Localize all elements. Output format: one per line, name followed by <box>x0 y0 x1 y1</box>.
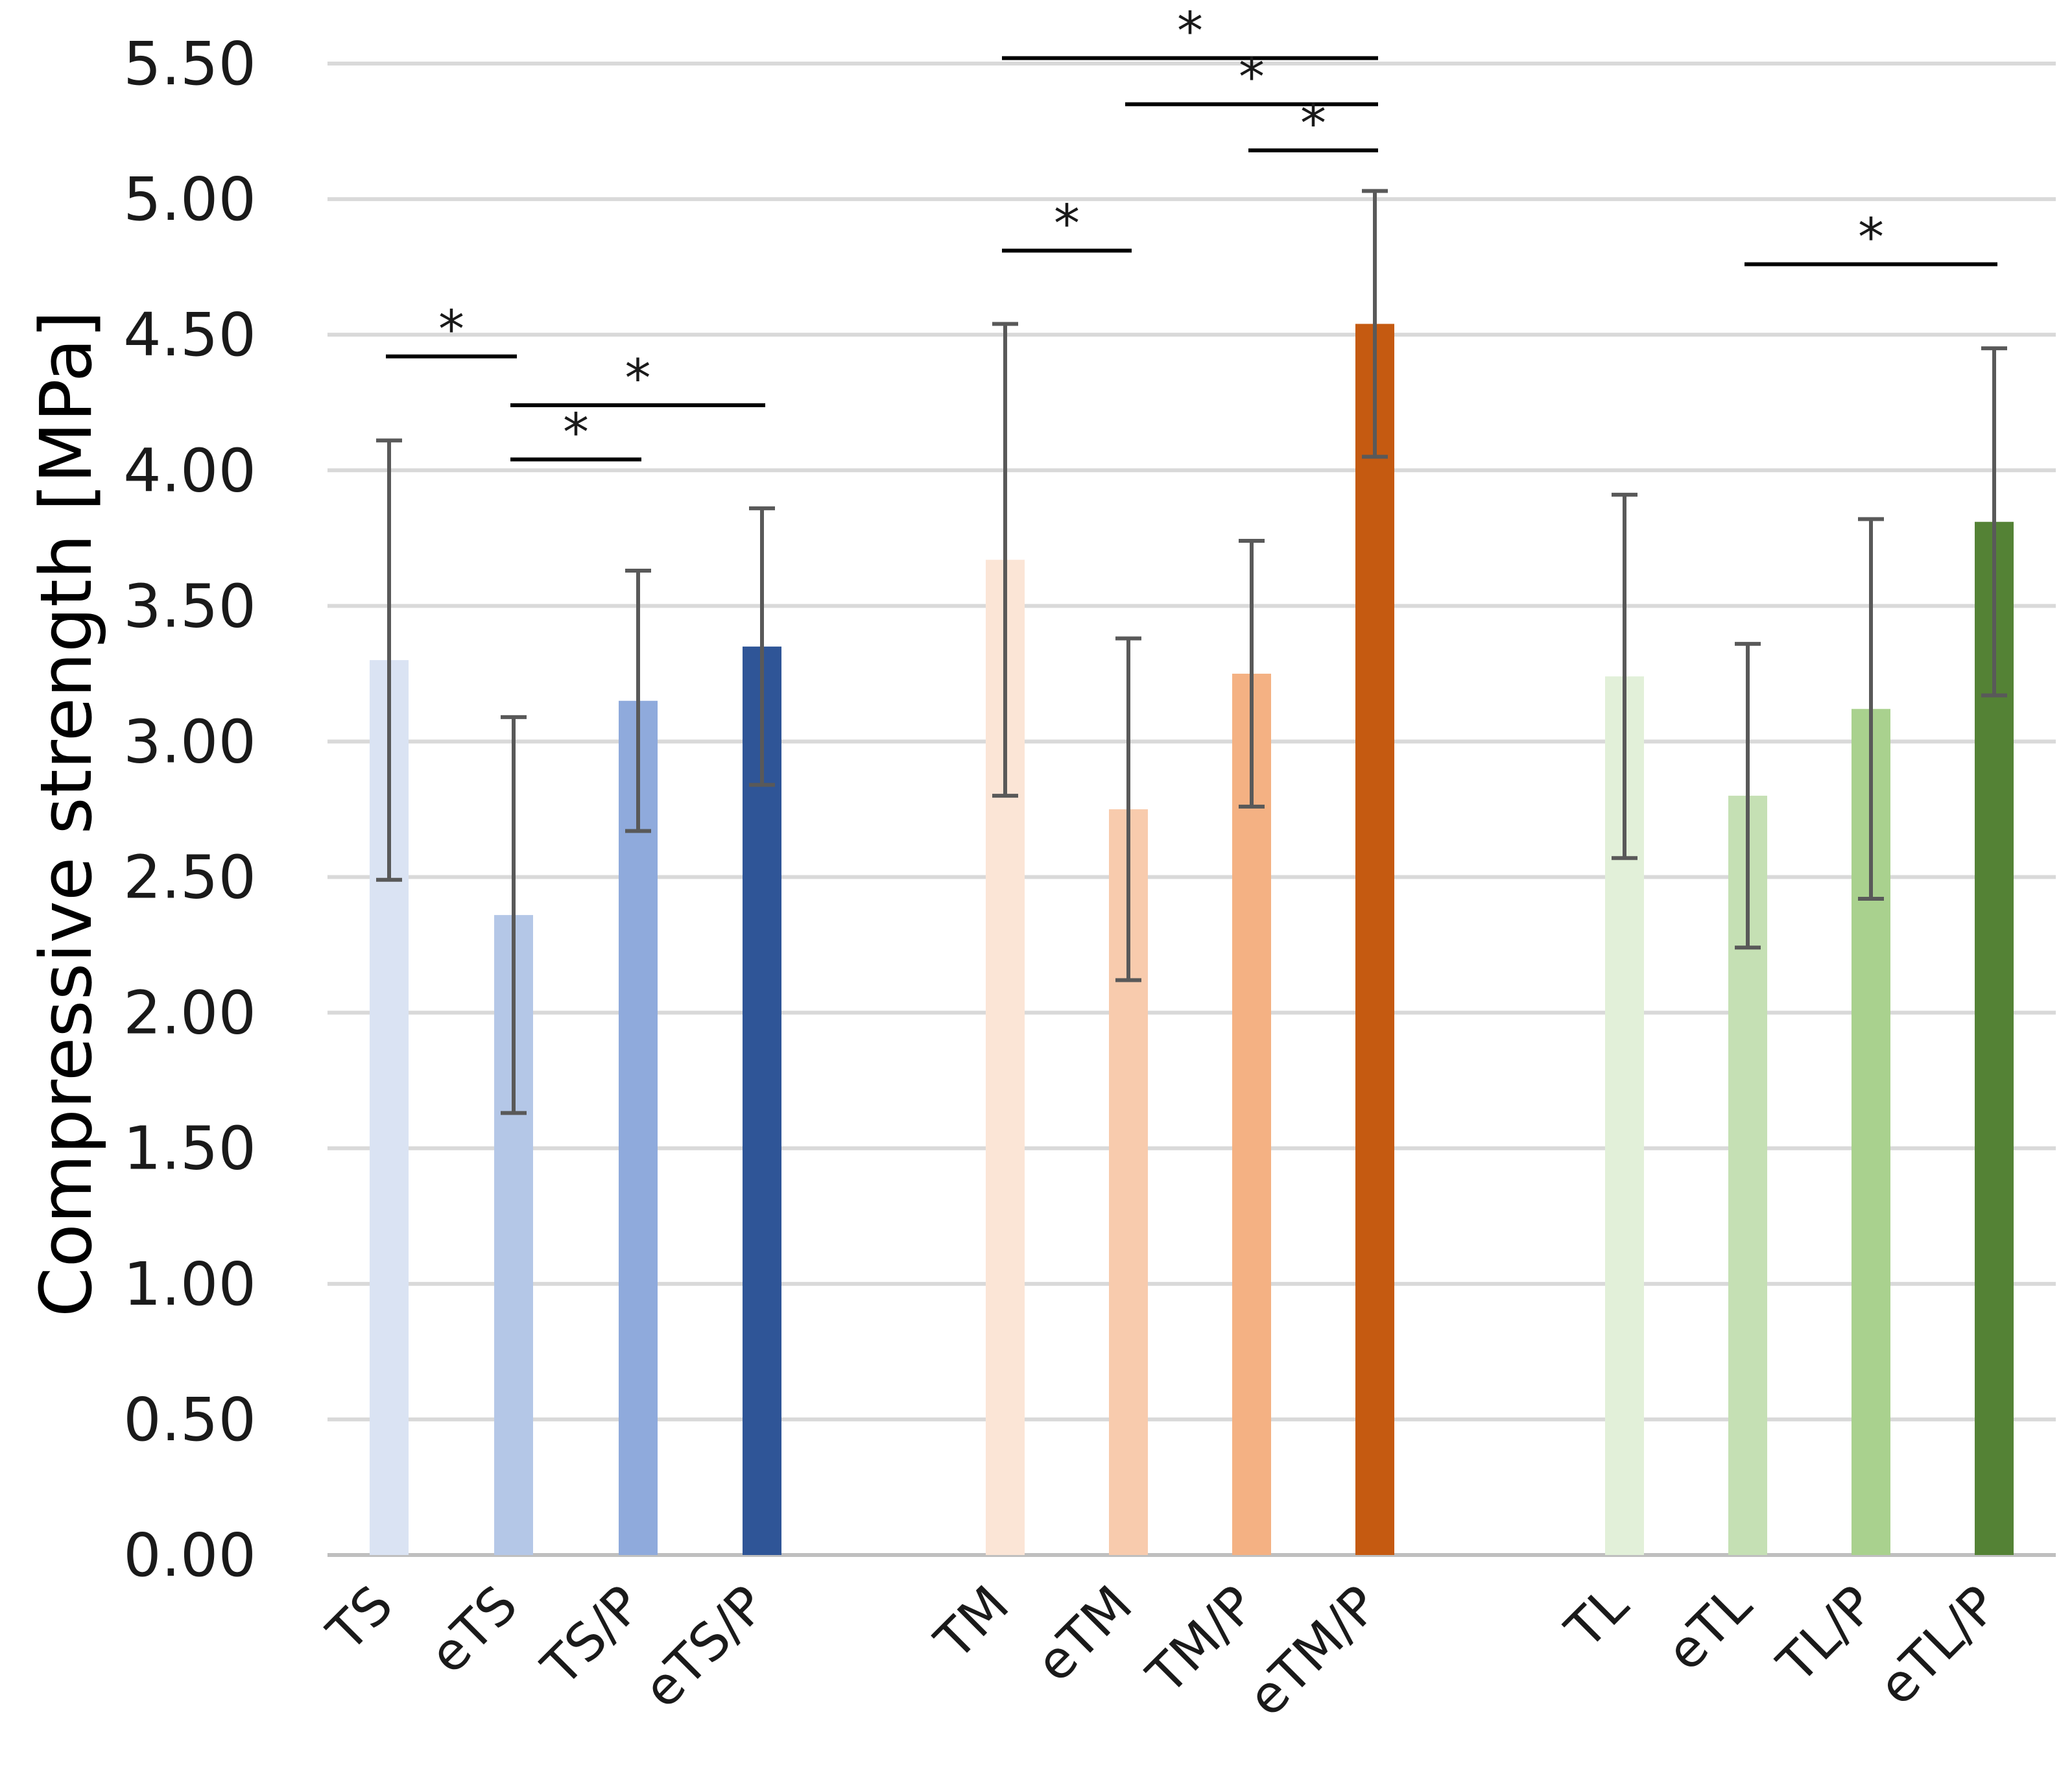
x-category-label: eTL/P <box>1867 1574 2010 1717</box>
bars <box>370 324 2014 1556</box>
x-category-label: TM <box>923 1574 1021 1672</box>
bar-ets-p <box>743 647 781 1556</box>
x-category-label: eTL <box>1655 1574 1763 1682</box>
significance-star: * <box>1300 93 1326 154</box>
y-tick-label: 4.00 <box>123 436 256 505</box>
y-tick-label: 1.00 <box>123 1250 256 1319</box>
x-category-label: eTS <box>418 1574 529 1685</box>
significance-star: * <box>1858 207 1884 267</box>
significance-star: * <box>1177 1 1203 62</box>
y-tick-label: 0.50 <box>123 1385 256 1454</box>
y-tick-label: 2.50 <box>123 843 256 912</box>
bar-tm-p <box>1232 673 1271 1555</box>
x-category-label: eTS/P <box>632 1574 777 1720</box>
y-tick-label: 4.50 <box>123 300 256 370</box>
y-axis-title: Compressive strength [MPa] <box>25 311 108 1317</box>
bar-etm-p <box>1355 324 1394 1555</box>
error-bars <box>376 189 2007 1115</box>
significance-star: * <box>1239 47 1265 108</box>
gridlines <box>327 62 2056 1557</box>
significance-brackets: * * * * * * * * <box>386 1 1997 463</box>
x-category-label: TL/P <box>1766 1574 1887 1695</box>
y-tick-label: 5.00 <box>123 165 256 234</box>
significance-star: * <box>1054 194 1080 254</box>
significance-star: * <box>563 403 589 463</box>
y-tick-label: 3.00 <box>123 707 256 776</box>
bar-ts-p <box>619 700 658 1555</box>
y-tick-label: 1.50 <box>123 1114 256 1183</box>
y-tick-label: 3.50 <box>123 571 256 641</box>
x-category-label: eTM/P <box>1236 1574 1390 1728</box>
x-category-label: eTM <box>1025 1574 1144 1694</box>
significance-star: * <box>625 348 651 409</box>
x-category-label: TL <box>1554 1574 1640 1660</box>
y-tick-label: 0.00 <box>123 1521 256 1590</box>
significance-star: * <box>438 300 464 360</box>
y-tick-label: 2.00 <box>123 979 256 1048</box>
x-category-label: TS <box>315 1574 404 1663</box>
y-tick-label: 5.50 <box>123 29 256 99</box>
y-axis-tick-labels: 0.00 0.50 1.00 1.50 2.00 2.50 3.00 3.50 4.00 4.50… <box>123 29 256 1590</box>
